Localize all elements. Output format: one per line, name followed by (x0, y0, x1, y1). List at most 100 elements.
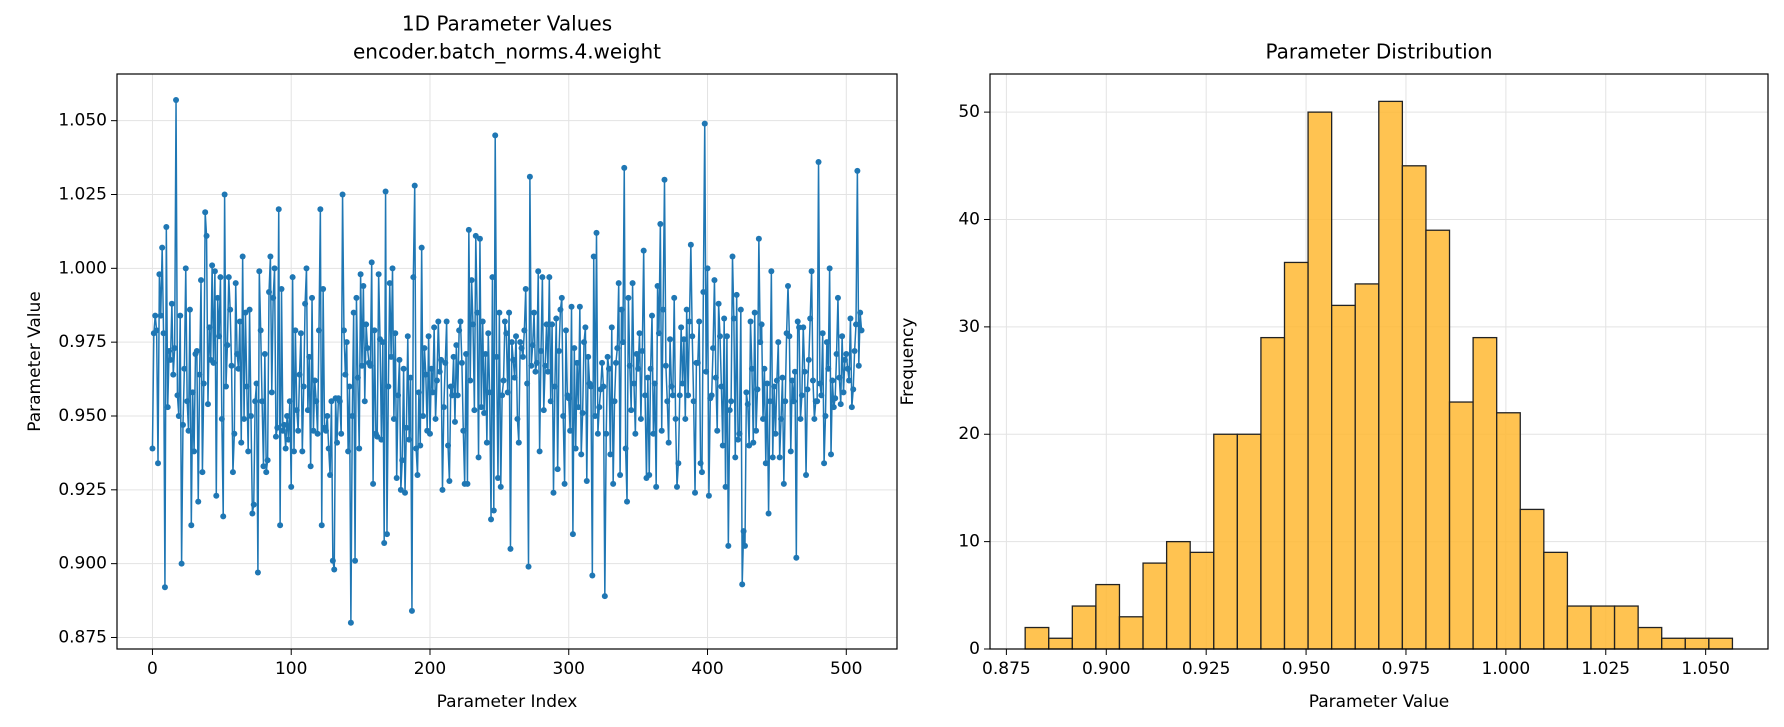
data-point (407, 374, 414, 381)
data-point (454, 392, 461, 399)
data-point (216, 333, 223, 340)
data-point (256, 268, 263, 275)
data-point (857, 309, 864, 316)
data-point (497, 483, 504, 490)
data-point (593, 229, 600, 236)
data-point (329, 557, 336, 564)
data-point (471, 407, 478, 414)
data-point (432, 415, 439, 422)
data-point (155, 460, 162, 467)
data-point (253, 380, 260, 387)
data-point (557, 306, 564, 313)
data-point (389, 265, 396, 272)
data-point (324, 412, 331, 419)
data-point (425, 333, 432, 340)
histogram-bar (1071, 605, 1097, 650)
data-point (234, 350, 241, 357)
data-point (661, 176, 668, 183)
data-point (649, 312, 656, 319)
data-point (235, 365, 242, 372)
data-point (210, 359, 217, 366)
y-tick-label: 30 (958, 317, 980, 337)
data-point (779, 374, 786, 381)
y-tick-label: 50 (958, 102, 980, 122)
data-point (522, 285, 529, 292)
data-point (511, 374, 518, 381)
data-point (345, 448, 352, 455)
data-point (780, 480, 787, 487)
data-point (352, 557, 359, 564)
data-point (690, 398, 697, 405)
data-point (334, 439, 341, 446)
data-point (847, 315, 854, 322)
histogram-bar (1401, 165, 1427, 650)
data-point (739, 581, 746, 588)
data-point (271, 265, 278, 272)
data-point (289, 274, 296, 281)
data-point (632, 430, 639, 437)
data-point (769, 454, 776, 461)
data-point (166, 348, 173, 355)
data-point (605, 365, 612, 372)
x-tick-label: 300 (553, 659, 585, 679)
data-point (307, 463, 314, 470)
data-point (161, 584, 168, 591)
histogram-bar (1024, 626, 1050, 650)
data-point (610, 480, 617, 487)
data-point (195, 498, 202, 505)
data-point (463, 350, 470, 357)
data-point (678, 324, 685, 331)
x-tick-label: 100 (275, 659, 307, 679)
axes-frame (116, 73, 898, 650)
data-point (157, 312, 164, 319)
data-point (626, 362, 633, 369)
data-point (680, 336, 687, 343)
data-point (386, 280, 393, 287)
data-point (246, 306, 253, 313)
data-point (855, 362, 862, 369)
y-tick-label: 0.925 (58, 480, 107, 500)
data-point (700, 288, 707, 295)
histogram-bar (1330, 304, 1356, 650)
data-point (221, 191, 228, 198)
data-point (375, 271, 382, 278)
data-point (630, 380, 637, 387)
data-point (583, 477, 590, 484)
data-point (655, 330, 662, 337)
data-point (336, 398, 343, 405)
data-point (531, 309, 538, 316)
data-point (822, 412, 829, 419)
data-point (149, 445, 156, 452)
chart-subtitle: encoder.batch_norms.4.weight (353, 40, 661, 64)
data-point (639, 348, 646, 355)
data-point (711, 277, 718, 284)
data-point (836, 374, 843, 381)
data-point (825, 365, 832, 372)
data-point (723, 333, 730, 340)
data-point (850, 386, 857, 393)
histogram-bar (1613, 605, 1639, 650)
data-point (327, 472, 334, 479)
chart-title: 1D Parameter Values (402, 12, 612, 36)
data-point (833, 350, 840, 357)
data-point (478, 404, 485, 411)
data-point (196, 371, 203, 378)
data-point (202, 209, 209, 216)
data-point (400, 365, 407, 372)
data-point (313, 398, 320, 405)
data-point (191, 448, 198, 455)
data-point (744, 401, 751, 408)
histogram-bar (1189, 551, 1215, 650)
data-point (304, 407, 311, 414)
data-point (453, 342, 460, 349)
data-point (464, 480, 471, 487)
data-point (510, 356, 517, 363)
data-point (266, 288, 273, 295)
data-point (264, 457, 271, 464)
data-point (184, 398, 191, 405)
data-point (494, 475, 501, 482)
data-point (426, 430, 433, 437)
data-point (306, 353, 313, 360)
data-point (818, 392, 825, 399)
